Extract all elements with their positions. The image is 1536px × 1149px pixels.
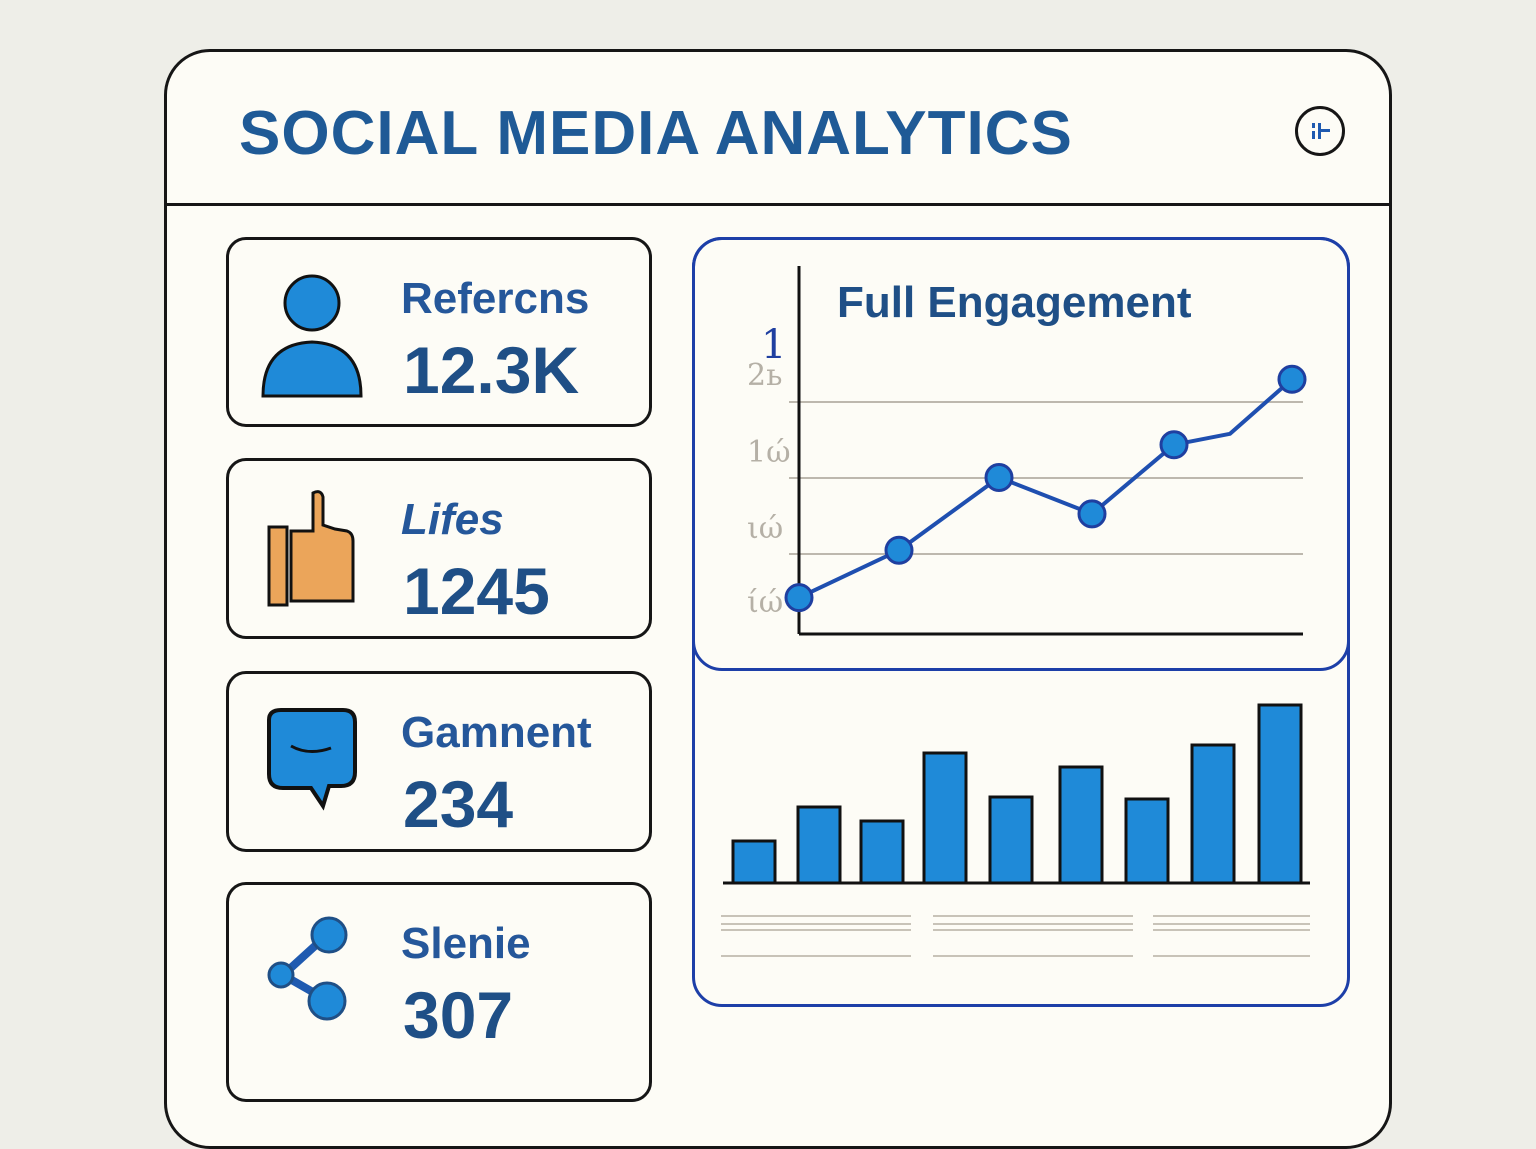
data-point [884,535,914,565]
data-point [1077,499,1107,529]
stat-card-likes[interactable]: Lifes 1245 [226,458,652,639]
y-tick-label: 1ώ [747,435,791,470]
bar [988,795,1034,885]
data-point [784,583,814,613]
stat-value: 307 [403,978,514,1052]
share-icon [267,916,348,1021]
stat-label: Slenie [401,919,531,968]
y-tick-label: 1 [761,322,786,368]
y-tick-label: 2ь [747,358,782,393]
bar [922,751,968,885]
stat-value: 1245 [403,554,550,628]
line-chart: 12ь 1ώ ιώ ίώ [747,266,1307,636]
stat-label: Lifes [401,495,504,544]
chart-title: Full Engagement [837,278,1192,327]
charts-panel: 1 2ь 1ώ ιώ ίώ Full Engagement [692,237,1350,1007]
y-tick-label: ίώ [747,585,783,620]
line-series [798,377,1294,600]
bar [731,839,777,885]
data-point [1159,430,1189,460]
bar [859,819,905,885]
dashboard-card: SOCIAL MEDIA ANALYTICS Refercns 12.3K Li… [164,49,1392,1149]
bar [1124,797,1170,885]
menu-button[interactable] [1295,106,1345,156]
data-point [1277,364,1307,394]
stat-value: 12.3K [403,333,580,407]
menu-grid-icon [1312,123,1330,139]
stat-card-comments[interactable]: Gamnent 234 [226,671,652,852]
bar [1257,703,1303,885]
bar [1058,765,1104,885]
bar-chart [721,703,1310,957]
bar [1190,743,1236,885]
bar [796,805,842,885]
comment-icon [267,708,357,811]
page-title: SOCIAL MEDIA ANALYTICS [239,99,1073,168]
stat-card-followers[interactable]: Refercns 12.3K [226,237,652,427]
line-chart-card: 1 2ь 1ώ ιώ ίώ Full Engagement [692,237,1350,671]
stat-label: Gamnent [401,708,592,757]
header: SOCIAL MEDIA ANALYTICS [167,52,1389,206]
stat-card-shares[interactable]: Slenie 307 [226,882,652,1102]
user-icon [261,274,363,398]
thumbs-up-icon [267,490,355,607]
data-point [984,462,1014,492]
stat-label: Refercns [401,274,590,323]
stat-value: 234 [403,767,514,841]
y-tick-label: ιώ [747,511,783,546]
